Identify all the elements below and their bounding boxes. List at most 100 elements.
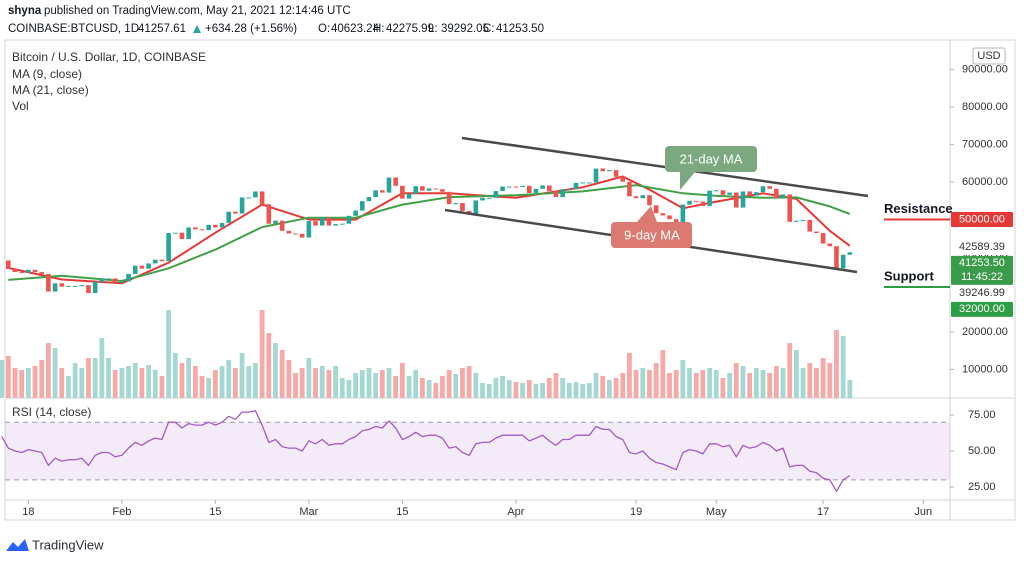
volume-bar xyxy=(627,353,632,398)
volume-bar xyxy=(520,383,525,398)
volume-bar xyxy=(386,368,392,398)
volume-bar xyxy=(373,373,379,398)
candle xyxy=(26,269,31,273)
volume-bar xyxy=(506,380,512,398)
publisher-user: shyna xyxy=(8,5,42,17)
volume-bar xyxy=(667,373,672,398)
candle xyxy=(406,193,412,199)
volume-bar xyxy=(5,356,11,398)
candle xyxy=(760,186,766,193)
candle xyxy=(787,194,793,222)
volume-bar xyxy=(773,366,779,398)
volume-bar xyxy=(633,370,639,398)
volume-bar xyxy=(333,366,338,398)
ohlc-value: 40623.24 xyxy=(331,23,380,35)
candle xyxy=(146,263,151,269)
volume-bar xyxy=(580,384,586,398)
candle xyxy=(173,232,178,234)
candle xyxy=(700,201,706,207)
volume-bar xyxy=(339,378,345,398)
volume-bar xyxy=(553,373,559,398)
volume-bar xyxy=(847,380,853,398)
volume-bar xyxy=(359,370,365,398)
volume-bar xyxy=(420,378,425,398)
ohlc: O: 40623.24H: 42275.99L: 39292.05C: 41253.50 xyxy=(318,23,544,35)
legend-ma21: MA (21, close) xyxy=(12,83,89,97)
candle xyxy=(353,210,358,216)
candle xyxy=(152,259,158,264)
volume-bar xyxy=(393,376,399,398)
ohlc-key: H: xyxy=(373,23,385,35)
volume-bar xyxy=(700,370,706,398)
candle xyxy=(440,189,445,192)
candle xyxy=(6,260,11,270)
volume-bar xyxy=(727,373,733,398)
candle xyxy=(306,221,312,238)
volume-bar xyxy=(513,382,519,398)
volume-bar xyxy=(834,330,839,398)
candle xyxy=(693,200,699,202)
volume-bar xyxy=(279,350,285,398)
price-tag xyxy=(951,285,1013,301)
candle xyxy=(680,204,686,224)
volume-bar xyxy=(126,366,131,398)
candle xyxy=(92,281,98,294)
volume-bar xyxy=(533,384,539,398)
candle xyxy=(587,182,592,184)
candle xyxy=(46,273,51,292)
x-tick-label: 18 xyxy=(22,506,34,518)
volume-bar xyxy=(366,368,372,398)
volume-bar xyxy=(780,368,786,398)
volume-bar xyxy=(827,363,833,398)
price-tag xyxy=(951,239,1013,255)
volume-bar xyxy=(713,370,719,398)
candle xyxy=(273,220,278,224)
candle xyxy=(99,278,105,282)
candle xyxy=(580,182,585,184)
price-tag-timer: 11:45:22 xyxy=(961,271,1003,283)
x-tick-label: 15 xyxy=(396,506,408,518)
volume-bar xyxy=(233,368,238,398)
volume-bar xyxy=(259,310,265,398)
volume-bar xyxy=(613,378,619,398)
annotation-text: 9-day MA xyxy=(624,227,680,242)
candle xyxy=(733,192,739,208)
candle xyxy=(827,243,833,247)
candle xyxy=(794,220,799,222)
volume-bar xyxy=(92,358,98,398)
volume-bar xyxy=(306,358,312,398)
level-name: Support xyxy=(884,268,934,283)
volume-bar xyxy=(399,363,405,398)
candle xyxy=(12,269,18,273)
candle xyxy=(380,190,385,193)
volume-bar xyxy=(72,363,78,398)
candle xyxy=(213,224,218,228)
candle xyxy=(19,272,24,274)
volume-bar xyxy=(486,384,492,398)
volume-bar xyxy=(586,383,592,398)
currency-box xyxy=(972,47,1006,65)
candle xyxy=(206,224,211,231)
volume-bar xyxy=(206,378,212,398)
volume-bar xyxy=(473,373,479,398)
last-price: 41257.61 xyxy=(138,23,186,35)
volume-bar xyxy=(647,370,652,398)
candle xyxy=(673,219,679,224)
volume-bar xyxy=(733,363,739,398)
candle xyxy=(707,190,712,207)
volume-bar xyxy=(273,343,278,398)
candle xyxy=(420,186,425,191)
volume-bar xyxy=(593,373,599,398)
volume-bar xyxy=(680,360,686,398)
volume-bar xyxy=(159,376,165,398)
candle xyxy=(446,191,452,205)
volume-bar xyxy=(740,366,746,398)
price-tag-label: 32000.00 xyxy=(959,303,1005,315)
candle xyxy=(640,195,646,199)
volume-bar xyxy=(79,368,85,398)
candle xyxy=(199,229,205,231)
candle xyxy=(493,191,499,198)
volume-bar xyxy=(440,376,445,398)
candle xyxy=(500,186,505,192)
